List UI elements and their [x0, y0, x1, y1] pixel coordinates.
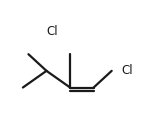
- Text: Cl: Cl: [121, 64, 133, 77]
- Text: Cl: Cl: [46, 25, 58, 38]
